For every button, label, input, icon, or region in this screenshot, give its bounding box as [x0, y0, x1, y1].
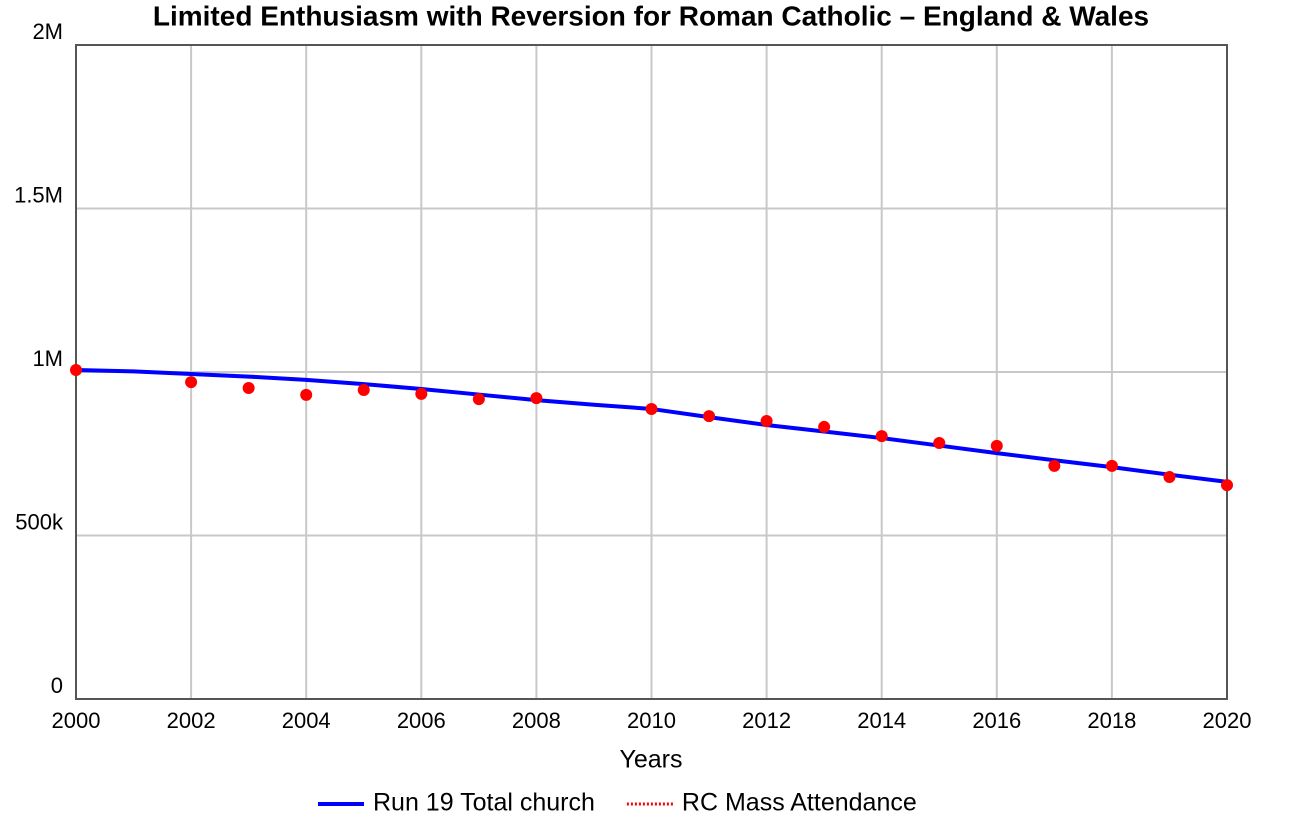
data-point — [185, 376, 198, 389]
x-tick-label: 2012 — [742, 708, 791, 733]
data-point — [933, 436, 946, 449]
data-point — [703, 410, 716, 423]
data-point — [1221, 479, 1233, 492]
x-axis-label: Years — [619, 746, 682, 774]
data-point — [818, 420, 831, 433]
y-tick-label: 1M — [32, 346, 63, 371]
x-tick-label: 2014 — [857, 708, 906, 733]
data-point — [875, 430, 888, 443]
x-tick-label: 2018 — [1087, 708, 1136, 733]
data-point — [760, 415, 773, 428]
data-point — [645, 402, 658, 415]
x-tick-label: 2006 — [397, 708, 446, 733]
data-point — [1048, 459, 1061, 472]
legend-label: RC Mass Attendance — [682, 789, 917, 817]
data-point — [990, 439, 1003, 452]
chart-title: Limited Enthusiasm with Reversion for Ro… — [153, 0, 1149, 31]
data-point — [472, 393, 485, 406]
data-point — [357, 383, 370, 396]
y-tick-label: 1.5M — [14, 182, 63, 207]
data-point — [1105, 459, 1118, 472]
y-tick-label: 500k — [15, 509, 64, 534]
x-tick-label: 2010 — [627, 708, 676, 733]
data-point — [70, 364, 82, 377]
x-tick-label: 2000 — [52, 708, 101, 733]
x-tick-label: 2002 — [167, 708, 216, 733]
data-point — [242, 382, 255, 395]
data-point — [300, 388, 313, 401]
y-tick-label: 2M — [32, 19, 63, 44]
x-tick-label: 2020 — [1203, 708, 1252, 733]
data-point — [1163, 470, 1176, 483]
x-tick-label: 2004 — [282, 708, 331, 733]
x-tick-label: 2016 — [972, 708, 1021, 733]
data-point — [530, 392, 543, 405]
data-point — [415, 387, 428, 400]
legend-label: Run 19 Total church — [373, 789, 595, 817]
y-tick-label: 0 — [51, 673, 63, 698]
x-tick-label: 2008 — [512, 708, 561, 733]
